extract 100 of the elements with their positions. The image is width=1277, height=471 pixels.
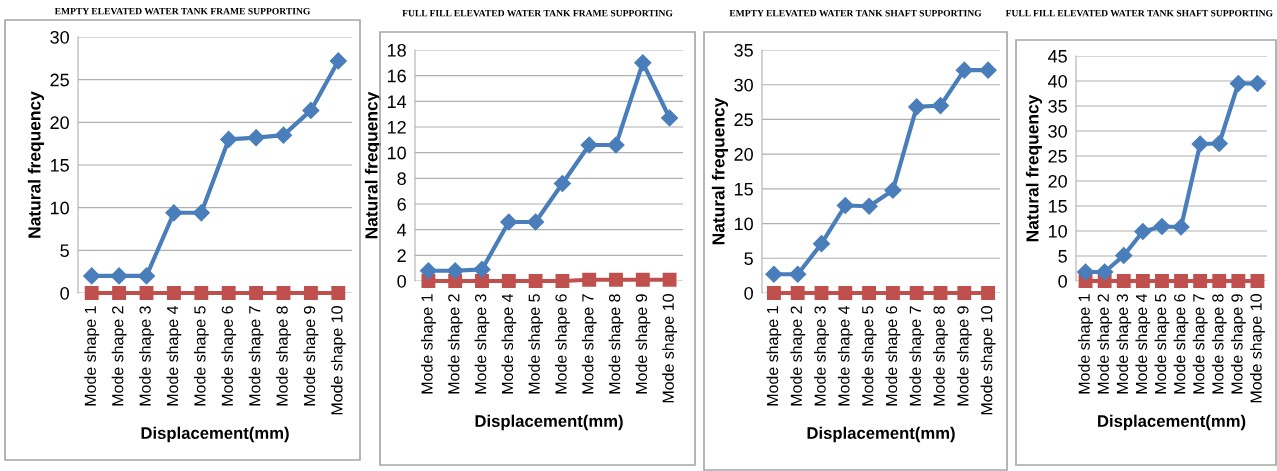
y-tick-label: 5 [1058,250,1067,263]
y-tick-label: 0 [60,286,69,300]
x-tick-label: Mode shape 8 [276,306,291,406]
point [1172,218,1190,236]
point [84,286,99,300]
point [194,286,209,300]
y-tick-label: 15 [1048,200,1067,213]
point [249,286,264,300]
y-tick-label: 14 [387,95,407,108]
point [609,272,623,287]
y-tick-label: 5 [60,244,69,258]
y-tick-label: 10 [50,201,69,215]
y-tick-label: 0 [744,286,753,300]
point [527,213,545,231]
x-tick-label: Mode shape 2 [447,294,463,394]
point [1250,274,1265,288]
point [83,267,101,285]
y-tick-label: 20 [50,116,69,130]
x-tick-label: Mode shape 7 [1192,294,1208,394]
point [884,181,902,199]
point [957,286,972,300]
x-tick-label: Mode shape 5 [528,294,544,394]
x-tick-label: Mode shape 1 [766,306,782,406]
point [1155,274,1169,288]
point [789,265,807,283]
point [303,286,318,300]
x-tick-label: Mode shape 3 [474,294,490,394]
x-tick-label: Mode shape 9 [635,294,651,394]
x-axis-title: Displacement(mm) [1098,414,1246,431]
point [582,272,597,287]
point [836,196,854,215]
x-tick-label: Mode shape 1 [1078,294,1093,394]
x-tick-label: Mode shape 9 [1230,294,1246,394]
point [634,54,652,72]
point [1135,274,1150,288]
x-tick-label: Mode shape 1 [420,294,436,394]
x-tick-label: Mode shape 7 [248,306,264,406]
y-tick-label: 45 [1048,50,1067,63]
y-tick-label: 2 [397,249,406,262]
x-tick-label: Mode shape 5 [1154,294,1170,394]
point [165,204,183,222]
x-axis-title: Displacement(mm) [807,426,955,443]
x-tick-label: Mode shape 2 [1097,294,1113,394]
y-tick-label: 10 [734,217,753,231]
y-axis-title: Natural frequency [1025,94,1043,242]
point [276,286,291,300]
x-tick-label: Mode shape 4 [501,293,517,394]
point [814,286,829,300]
point [220,130,238,148]
x-axis-title: Displacement(mm) [141,426,289,443]
point [501,274,516,288]
point [329,52,347,70]
y-tick-label: 25 [50,73,69,87]
x-tick-label: Mode shape 6 [885,306,901,406]
point [500,213,518,231]
point [1210,134,1228,153]
y-tick-label: 12 [387,120,406,134]
point [1076,263,1095,281]
y-tick-label: 35 [1048,99,1067,113]
x-tick-label: Mode shape 4 [837,305,853,406]
y-tick-label: 10 [387,146,406,160]
y-tick-label: 6 [397,197,406,211]
y-tick-label: 8 [397,172,406,186]
point [635,272,650,287]
x-tick-label: Mode shape 3 [814,306,829,406]
point [473,260,491,279]
point [1174,274,1188,288]
point [955,61,973,79]
point [765,265,783,283]
point [979,61,997,79]
y-tick-label: 25 [734,113,753,127]
x-tick-label: Mode shape 9 [303,306,319,406]
y-tick-label: 20 [734,148,753,161]
point [528,274,543,288]
point [302,101,320,119]
x-tick-label: Mode shape 5 [193,306,209,406]
x-tick-label: Mode shape 8 [1211,294,1227,394]
point [662,272,677,287]
y-tick-label: 16 [387,69,406,83]
x-tick-label: Mode shape 5 [861,306,877,406]
y-tick-label: 0 [397,274,406,288]
x-tick-label: Mode shape 10 [1250,294,1265,403]
x-axis-title: Displacement(mm) [475,414,623,431]
point [331,286,346,300]
point [1231,274,1246,288]
point [580,136,598,154]
point [1134,222,1152,241]
x-tick-label: Mode shape 2 [790,306,806,406]
point [110,267,128,285]
x-tick-label: Mode shape 4 [1135,293,1151,394]
x-tick-label: Mode shape 4 [166,305,182,406]
point [812,235,831,253]
point [981,286,996,300]
point [112,286,127,300]
x-tick-label: Mode shape 8 [933,306,948,406]
point [933,286,948,300]
x-tick-label: Mode shape 2 [111,306,127,406]
point [137,267,156,285]
x-tick-label: Mode shape 8 [608,294,624,394]
point [766,286,781,300]
